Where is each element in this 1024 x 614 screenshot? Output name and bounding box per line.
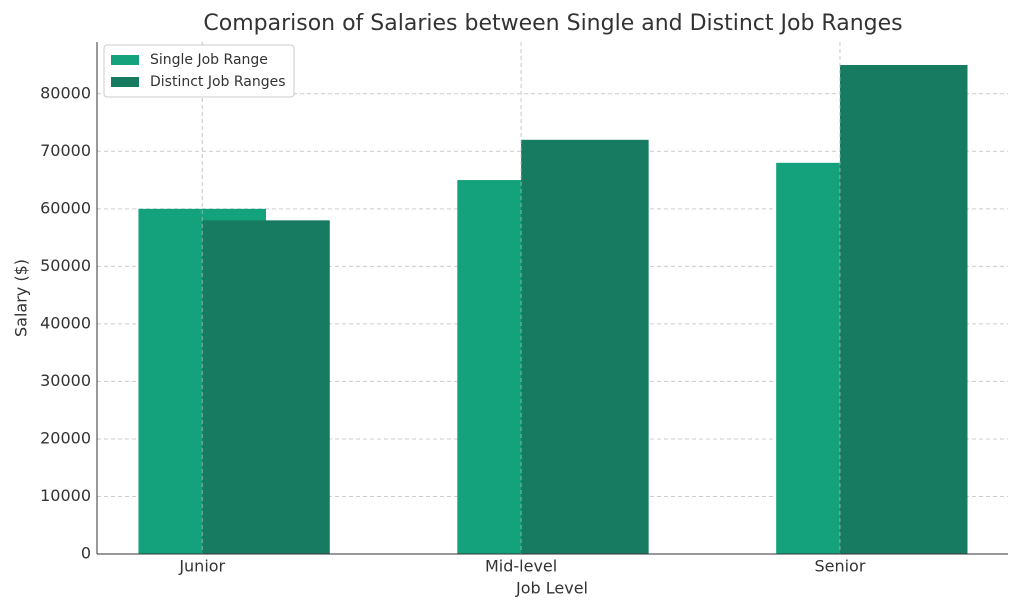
bar <box>202 220 330 554</box>
y-tick-label: 30000 <box>40 371 91 390</box>
y-tick-label: 10000 <box>40 486 91 505</box>
legend-box <box>103 44 295 98</box>
y-axis-label: Salary ($) <box>12 259 31 337</box>
chart-title: Comparison of Salaries between Single an… <box>203 11 902 36</box>
y-tick-label: 50000 <box>40 256 91 275</box>
x-axis-label: Job Level <box>515 579 588 598</box>
x-tick-label: Mid-level <box>485 557 557 576</box>
x-tick-label: Senior <box>814 557 865 576</box>
y-tick-label: 70000 <box>40 141 91 160</box>
x-tick-label: Junior <box>178 557 225 576</box>
legend-swatch <box>111 55 139 65</box>
y-tick-label: 20000 <box>40 428 91 447</box>
y-tick-label: 40000 <box>40 313 91 332</box>
legend-label: Distinct Job Ranges <box>150 74 286 90</box>
legend-swatch <box>111 77 139 87</box>
bar <box>839 65 968 555</box>
y-tick-label: 0 <box>81 544 91 563</box>
y-tick-label: 80000 <box>40 83 91 102</box>
bar <box>521 139 649 554</box>
legend-label: Single Job Range <box>150 52 268 68</box>
y-tick-label: 60000 <box>40 198 91 217</box>
